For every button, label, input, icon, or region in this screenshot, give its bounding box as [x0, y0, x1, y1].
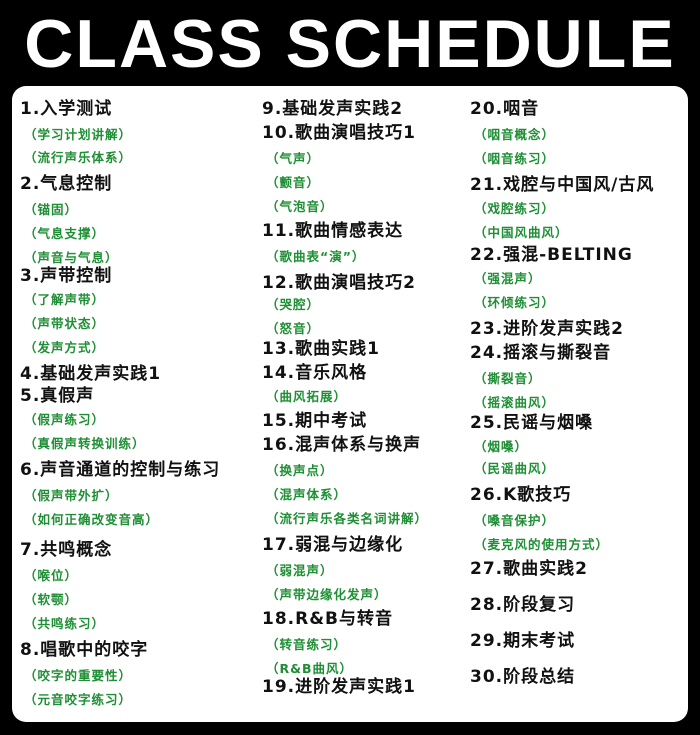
lesson-topic: （假声练习） — [24, 412, 106, 427]
lesson-title: 3.声带控制 — [20, 266, 113, 286]
page-title: CLASS SCHEDULE — [24, 6, 676, 82]
lesson-title: 15.期中考试 — [262, 411, 368, 431]
lesson-title: 24.摇滚与撕裂音 — [470, 343, 612, 363]
lesson-topic: （换声点） — [266, 463, 334, 478]
lesson-topic: （曲风拓展） — [266, 389, 348, 404]
lesson-topic: （声带状态） — [24, 316, 106, 331]
lesson-topic: （锚固） — [24, 202, 79, 217]
lesson-title: 2.气息控制 — [20, 174, 113, 194]
lesson-title: 29.期末考试 — [470, 631, 576, 651]
lesson-topic: （咬字的重要性） — [24, 668, 133, 683]
lesson-topic: （怒音） — [266, 321, 321, 336]
lesson-title: 22.强混-BELTING — [470, 245, 633, 265]
lesson-title: 18.R&B与转音 — [262, 609, 393, 629]
lesson-topic: （哭腔） — [266, 297, 321, 312]
lesson-title: 6.声音通道的控制与练习 — [20, 460, 221, 480]
lesson-topic: （民谣曲风） — [474, 461, 556, 476]
lesson-title: 26.K歌技巧 — [470, 485, 572, 505]
lesson-title: 5.真假声 — [20, 386, 95, 406]
lesson-title: 8.唱歌中的咬字 — [20, 640, 149, 660]
lesson-topic: （了解声带） — [24, 292, 106, 307]
lesson-topic: （气泡音） — [266, 199, 334, 214]
lesson-topic: （转音练习） — [266, 637, 348, 652]
lesson-title: 11.歌曲情感表达 — [262, 221, 404, 241]
schedule-card: 1.入学测试 （学习计划讲解） （流行声乐体系） 2.气息控制 （锚固） （气息支撑） （声… — [12, 86, 688, 722]
lesson-topic: （真假声转换训练） — [24, 436, 146, 451]
lesson-title: 10.歌曲演唱技巧1 — [262, 123, 416, 143]
lesson-topic: （声带边缘化发声） — [266, 587, 388, 602]
lesson-topic: （R&B曲风） — [266, 661, 354, 676]
lesson-topic: （摇滚曲风） — [474, 395, 556, 410]
lesson-title: 19.进阶发声实践1 — [262, 677, 416, 697]
lesson-topic: （软颚） — [24, 592, 79, 607]
lesson-title: 14.音乐风格 — [262, 363, 368, 383]
lesson-topic: （咽音概念） — [474, 127, 556, 142]
lesson-title: 1.入学测试 — [20, 99, 113, 119]
lesson-title: 21.戏腔与中国风/古风 — [470, 175, 655, 195]
lesson-topic: （学习计划讲解） — [24, 127, 133, 142]
lesson-topic: （气息支撑） — [24, 226, 106, 241]
lesson-topic: （颤音） — [266, 175, 321, 190]
lesson-topic: （弱混声） — [266, 563, 334, 578]
lesson-topic: （歌曲表“演”） — [266, 249, 366, 264]
lesson-topic: （如何正确改变音高） — [24, 512, 160, 527]
lesson-topic: （戏腔练习） — [474, 201, 556, 216]
lesson-topic: （嗓音保护） — [474, 513, 556, 528]
lesson-topic: （共鸣练习） — [24, 616, 106, 631]
lesson-title: 27.歌曲实践2 — [470, 559, 588, 579]
lesson-topic: （发声方式） — [24, 340, 106, 355]
lesson-title: 25.民谣与烟嗓 — [470, 413, 594, 433]
lesson-topic: （撕裂音） — [474, 371, 542, 386]
lesson-topic: （流行声乐各类名词讲解） — [266, 511, 429, 526]
lesson-topic: （强混声） — [474, 271, 542, 286]
lesson-topic: （流行声乐体系） — [24, 150, 133, 165]
lesson-topic: （气声） — [266, 151, 321, 166]
lesson-topic: （混声体系） — [266, 487, 348, 502]
lesson-title: 30.阶段总结 — [470, 667, 576, 687]
lesson-title: 12.歌曲演唱技巧2 — [262, 273, 416, 293]
lesson-title: 9.基础发声实践2 — [262, 99, 404, 119]
lesson-title: 13.歌曲实践1 — [262, 339, 380, 359]
lesson-title: 17.弱混与边缘化 — [262, 535, 404, 555]
lesson-title: 4.基础发声实践1 — [20, 364, 162, 384]
lesson-title: 28.阶段复习 — [470, 595, 576, 615]
lesson-title: 16.混声体系与换声 — [262, 435, 422, 455]
lesson-title: 23.进阶发声实践2 — [470, 319, 624, 339]
lesson-topic: （环倾练习） — [474, 295, 556, 310]
lesson-topic: （喉位） — [24, 568, 79, 583]
lesson-title: 7.共鸣概念 — [20, 540, 113, 560]
lesson-topic: （麦克风的使用方式） — [474, 537, 610, 552]
lesson-topic: （元音咬字练习） — [24, 692, 133, 707]
lesson-topic: （中国风曲风） — [474, 225, 569, 240]
lesson-topic: （声音与气息） — [24, 250, 119, 265]
lesson-title: 20.咽音 — [470, 99, 540, 119]
lesson-topic: （假声带外扩） — [24, 488, 119, 503]
lesson-topic: （烟嗓） — [474, 439, 529, 454]
lesson-topic: （咽音练习） — [474, 151, 556, 166]
